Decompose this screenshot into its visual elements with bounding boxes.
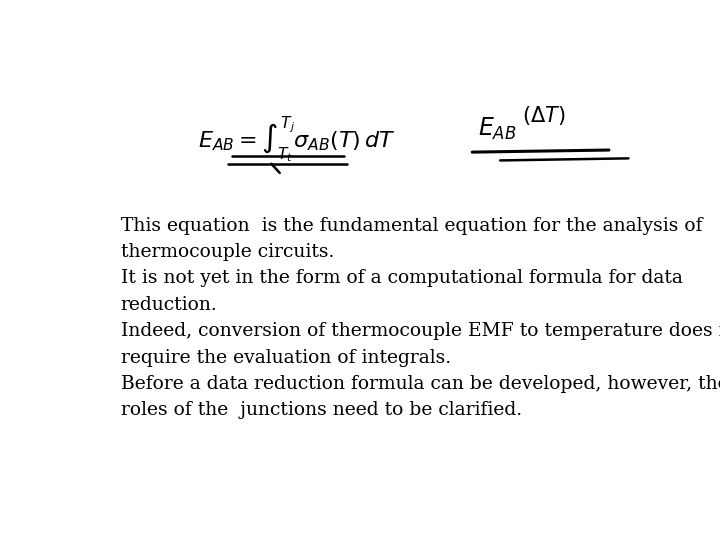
Text: $E_{AB}$: $E_{AB}$ [478,116,516,143]
Text: $E_{AB} = \int_{T_t}^{T_j} \sigma_{AB}(T)\,dT$: $E_{AB} = \int_{T_t}^{T_j} \sigma_{AB}(T… [198,114,395,165]
Text: $(\Delta T)$: $(\Delta T)$ [523,104,566,127]
Text: This equation  is the fundamental equation for the analysis of
thermocouple circ: This equation is the fundamental equatio… [121,217,720,420]
